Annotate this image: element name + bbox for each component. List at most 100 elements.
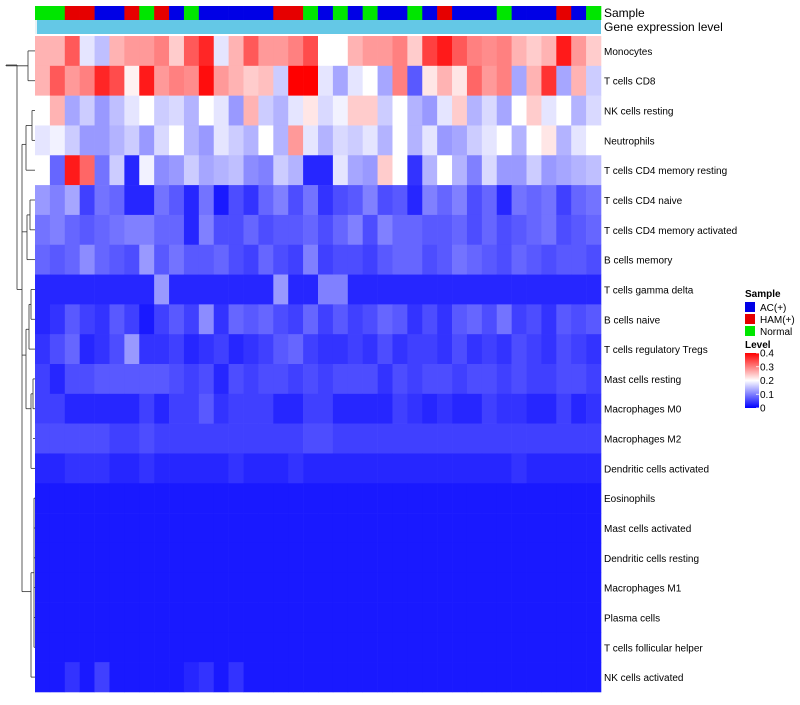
heatmap-cell xyxy=(481,542,498,574)
row-label: Mast cells activated xyxy=(604,524,691,535)
heatmap-cell xyxy=(422,453,438,484)
heatmap-cell xyxy=(288,453,304,484)
heatmap-cell xyxy=(303,214,319,246)
heatmap-cell xyxy=(139,393,155,424)
sample-annotation-cell xyxy=(139,6,155,20)
heatmap-cell xyxy=(288,244,304,275)
heatmap-cell xyxy=(49,304,66,335)
heatmap-cell xyxy=(452,155,468,186)
heatmap-cell xyxy=(392,155,408,186)
heatmap-cell xyxy=(35,393,51,424)
heatmap-cell xyxy=(303,483,319,514)
heatmap-cell xyxy=(258,334,274,365)
heatmap-cell xyxy=(332,662,349,693)
heatmap-cell xyxy=(109,334,125,365)
heatmap-cell xyxy=(243,185,259,216)
heatmap-cell xyxy=(347,95,363,126)
heatmap-cell xyxy=(526,662,542,693)
heatmap-cell xyxy=(571,214,587,246)
heatmap-cell xyxy=(332,542,349,574)
heatmap-cell xyxy=(288,304,304,335)
heatmap-cell xyxy=(258,364,274,395)
heatmap-cell xyxy=(139,602,155,633)
heatmap-cell xyxy=(198,423,215,454)
heatmap-cell xyxy=(571,483,587,514)
heatmap-cell xyxy=(273,65,289,96)
heatmap-cell xyxy=(347,572,363,603)
heatmap-cell xyxy=(228,602,244,633)
heatmap-cell xyxy=(422,185,438,216)
heatmap-cell xyxy=(303,304,319,335)
heatmap-cell xyxy=(35,334,51,365)
heatmap-cell xyxy=(79,36,95,67)
heatmap-cell xyxy=(273,542,289,574)
sample-annotation-cell xyxy=(303,6,319,20)
sample-annotation-cell xyxy=(437,6,453,20)
heatmap-cell xyxy=(586,513,602,544)
heatmap-cell xyxy=(49,214,66,246)
heatmap-cell xyxy=(124,334,140,365)
heatmap-cell xyxy=(392,393,408,424)
heatmap-cell xyxy=(303,36,319,67)
heatmap-cell xyxy=(213,274,229,305)
heatmap-cell xyxy=(288,65,304,96)
row-label: T cells CD4 naive xyxy=(604,196,683,207)
heatmap-cell xyxy=(49,542,66,574)
gene-expression-annotation xyxy=(35,20,601,34)
heatmap-cell xyxy=(318,483,334,514)
heatmap-cell xyxy=(154,662,170,693)
heatmap-cell xyxy=(64,632,80,663)
heatmap-cell xyxy=(109,483,125,514)
heatmap-cell xyxy=(318,364,334,395)
heatmap-cell xyxy=(109,632,125,663)
heatmap-cell xyxy=(422,513,438,544)
heatmap-cell xyxy=(198,662,215,693)
heatmap-cell xyxy=(377,602,393,633)
heatmap-cell xyxy=(288,214,304,246)
heatmap-cell xyxy=(258,304,274,335)
sample-annotation-cell xyxy=(511,6,527,20)
heatmap-cell xyxy=(273,602,289,633)
heatmap-cell xyxy=(169,304,185,335)
heatmap-cell xyxy=(183,572,200,603)
heatmap-cell xyxy=(556,602,572,633)
heatmap-cell xyxy=(541,483,557,514)
heatmap-cell xyxy=(79,214,95,246)
heatmap-cell xyxy=(169,453,185,484)
heatmap-cell xyxy=(183,125,200,156)
heatmap-cell xyxy=(437,214,453,246)
heatmap-cell xyxy=(452,274,468,305)
heatmap-cell xyxy=(64,423,80,454)
heatmap-cell xyxy=(49,95,66,126)
heatmap-cell xyxy=(273,483,289,514)
heatmap-cell xyxy=(64,125,80,156)
heatmap-cell xyxy=(466,125,483,156)
sample-annotation-cell xyxy=(35,6,51,20)
heatmap-cell xyxy=(407,632,423,663)
heatmap-cell xyxy=(392,513,408,544)
heatmap-cell xyxy=(79,274,95,305)
heatmap-cell xyxy=(481,95,498,126)
heatmap-cell xyxy=(452,95,468,126)
heatmap-cell xyxy=(198,632,215,663)
heatmap-cell xyxy=(377,334,393,365)
heatmap-cell xyxy=(169,602,185,633)
heatmap-cell xyxy=(541,36,557,67)
heatmap-cell xyxy=(347,185,363,216)
heatmap-cell xyxy=(481,632,498,663)
heatmap-cell xyxy=(332,95,349,126)
heatmap-cell xyxy=(586,274,602,305)
heatmap-cell xyxy=(273,244,289,275)
heatmap-cell xyxy=(154,95,170,126)
heatmap-cell xyxy=(273,304,289,335)
heatmap-cell xyxy=(496,214,512,246)
heatmap-cell xyxy=(377,364,393,395)
heatmap-cell xyxy=(437,542,453,574)
heatmap-cell xyxy=(377,155,393,186)
heatmap-cell xyxy=(452,453,468,484)
heatmap-cell xyxy=(288,125,304,156)
heatmap-cell xyxy=(511,155,527,186)
heatmap-cell xyxy=(511,423,527,454)
heatmap-cell xyxy=(273,513,289,544)
heatmap-cell xyxy=(362,423,378,454)
